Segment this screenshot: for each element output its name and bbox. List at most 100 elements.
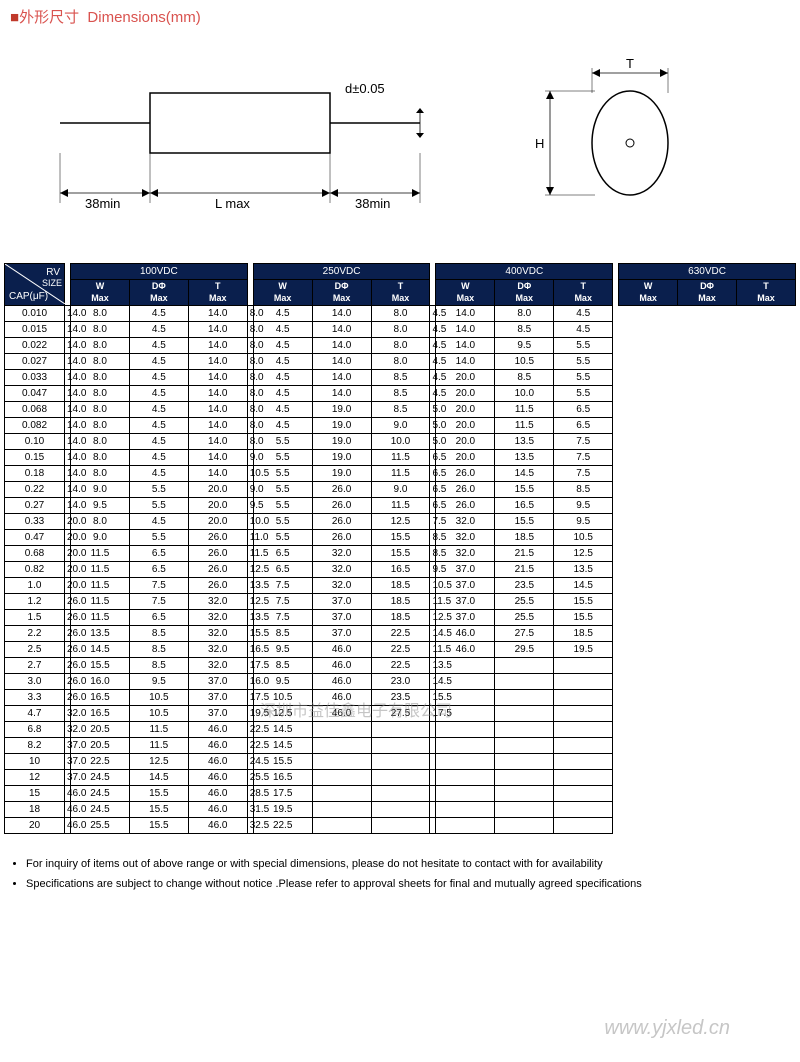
data-cell: 4.5	[129, 322, 188, 338]
data-cell: 32.0	[188, 626, 247, 642]
data-cell: 15.5	[129, 802, 188, 818]
data-cell: 14.0	[188, 434, 247, 450]
data-cell: 4.5	[129, 370, 188, 386]
cap-cell: 2.7	[5, 658, 65, 674]
data-cell: 14.0	[312, 306, 371, 322]
table-row: 1237.024.514.546.025.516.5	[5, 770, 796, 786]
data-cell: 14.0	[65, 322, 71, 338]
data-cell	[312, 818, 371, 834]
data-cell	[495, 690, 554, 706]
data-cell: 26.0	[312, 514, 371, 530]
svg-text:T: T	[626, 56, 634, 71]
data-cell: 14.0	[312, 338, 371, 354]
data-cell: 12.5	[247, 562, 253, 578]
data-cell: 11.5	[371, 450, 430, 466]
data-cell: 8.5	[129, 658, 188, 674]
dimensions-table-wrap: 深圳市益佳鑫电子有限公司 RV SIZE CAP(μF) 100VDC 250V…	[0, 263, 800, 834]
data-cell: 20.0	[65, 514, 71, 530]
data-cell	[371, 754, 430, 770]
data-cell: 5.5	[554, 386, 613, 402]
data-cell: 14.0	[65, 354, 71, 370]
data-cell: 14.5	[554, 578, 613, 594]
svg-text:L max: L max	[215, 196, 250, 211]
data-cell: 22.5	[371, 626, 430, 642]
data-cell: 11.5	[371, 498, 430, 514]
data-cell: 46.0	[312, 674, 371, 690]
data-cell: 26.0	[65, 610, 71, 626]
footnotes: For inquiry of items out of above range …	[0, 845, 800, 905]
data-cell: 14.0	[188, 450, 247, 466]
data-cell: 14.5	[430, 674, 436, 690]
cap-cell: 1.5	[5, 610, 65, 626]
data-cell: 37.0	[65, 738, 71, 754]
col-630vdc: 630VDC	[619, 264, 796, 280]
data-cell: 21.5	[495, 546, 554, 562]
data-cell: 8.5	[495, 322, 554, 338]
data-cell: 14.0	[188, 466, 247, 482]
sub-header: WMax	[619, 280, 678, 306]
data-cell: 8.0	[247, 338, 253, 354]
data-cell: 7.5	[129, 578, 188, 594]
data-cell: 20.0	[188, 482, 247, 498]
data-cell	[312, 722, 371, 738]
data-cell: 18.5	[371, 578, 430, 594]
cap-cell: 3.3	[5, 690, 65, 706]
data-cell: 9.0	[371, 418, 430, 434]
data-cell	[554, 770, 613, 786]
data-cell: 26.0	[188, 546, 247, 562]
cap-cell: 0.010	[5, 306, 65, 322]
data-cell: 6.5	[430, 482, 436, 498]
data-cell: 37.0	[65, 770, 71, 786]
data-cell: 4.5	[129, 402, 188, 418]
data-cell	[554, 658, 613, 674]
data-cell	[436, 786, 495, 802]
data-cell	[554, 738, 613, 754]
data-cell: 11.5	[129, 738, 188, 754]
sub-header: WMax	[253, 280, 312, 306]
data-cell: 14.0	[188, 402, 247, 418]
table-row: 0.02714.08.04.514.08.04.514.08.04.514.01…	[5, 354, 796, 370]
data-cell: 14.5	[129, 770, 188, 786]
data-cell: 11.5	[495, 402, 554, 418]
data-cell: 14.0	[312, 386, 371, 402]
data-cell	[312, 738, 371, 754]
data-cell: 46.0	[188, 754, 247, 770]
data-cell: 17.5	[247, 658, 253, 674]
data-cell: 6.5	[430, 466, 436, 482]
data-cell	[554, 786, 613, 802]
data-cell: 8.0	[371, 322, 430, 338]
data-cell: 10.5	[430, 578, 436, 594]
data-cell: 18.5	[371, 610, 430, 626]
data-cell: 16.5	[495, 498, 554, 514]
data-cell: 26.0	[188, 530, 247, 546]
data-cell	[554, 690, 613, 706]
cap-cell: 0.22	[5, 482, 65, 498]
cap-cell: 15	[5, 786, 65, 802]
table-row: 0.04714.08.04.514.08.04.514.08.54.520.01…	[5, 386, 796, 402]
data-cell: 14.0	[65, 370, 71, 386]
sub-header: DΦMax	[495, 280, 554, 306]
data-cell: 14.0	[65, 466, 71, 482]
cap-cell: 0.015	[5, 322, 65, 338]
data-cell: 46.0	[188, 738, 247, 754]
data-cell: 9.5	[554, 514, 613, 530]
data-cell: 6.5	[430, 450, 436, 466]
data-cell: 4.5	[129, 434, 188, 450]
table-row: 0.01014.08.04.514.08.04.514.08.04.514.08…	[5, 306, 796, 322]
data-cell: 29.5	[495, 642, 554, 658]
data-cell: 26.0	[65, 594, 71, 610]
sub-header: WMax	[71, 280, 130, 306]
data-cell: 13.5	[430, 658, 436, 674]
data-cell: 21.5	[495, 562, 554, 578]
data-cell: 8.0	[247, 418, 253, 434]
data-cell: 20.0	[188, 498, 247, 514]
data-cell: 18.5	[371, 594, 430, 610]
table-row: 1.226.011.57.532.012.57.537.018.511.537.…	[5, 594, 796, 610]
data-cell: 7.5	[554, 466, 613, 482]
data-cell: 4.5	[554, 306, 613, 322]
data-cell: 46.0	[188, 802, 247, 818]
data-cell: 6.5	[129, 546, 188, 562]
data-cell: 8.5	[430, 530, 436, 546]
table-row: 1.526.011.56.532.013.57.537.018.512.537.…	[5, 610, 796, 626]
data-cell: 4.5	[430, 338, 436, 354]
